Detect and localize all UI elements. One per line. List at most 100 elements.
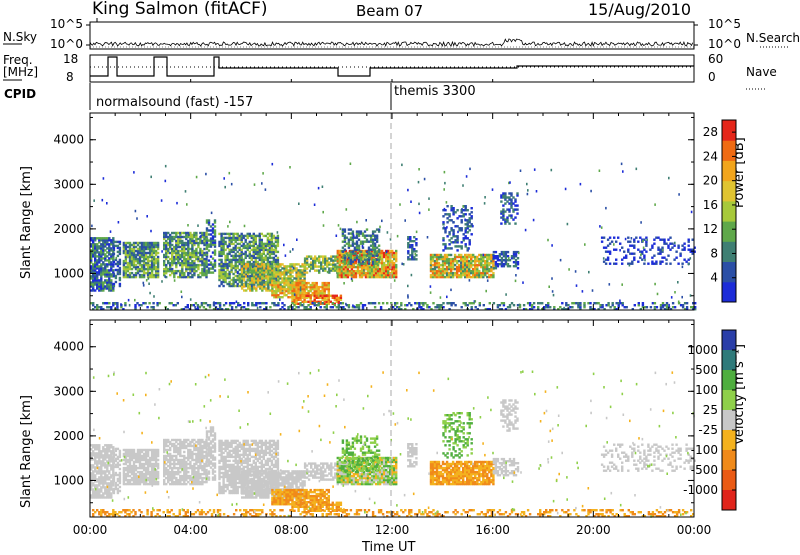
echo-cell xyxy=(345,303,347,306)
echo-cell xyxy=(682,266,684,269)
echo-cell xyxy=(553,294,555,297)
echo-cell xyxy=(92,283,94,286)
echo-cell xyxy=(173,304,175,306)
echo-cell xyxy=(458,274,460,276)
echo-cell xyxy=(125,258,127,260)
echo-cell xyxy=(410,304,412,306)
echo-cell xyxy=(663,239,665,241)
echo-cell xyxy=(553,306,555,308)
echo-cell xyxy=(541,302,543,304)
echo-cell xyxy=(213,301,215,304)
echo-cell xyxy=(633,257,635,259)
echo-cell xyxy=(374,302,376,304)
echo-cell xyxy=(396,302,398,304)
echo-cell xyxy=(563,307,565,310)
echo-cell xyxy=(458,227,460,229)
echo-cell xyxy=(127,274,129,276)
echo-cell xyxy=(643,247,645,250)
echo-cell xyxy=(222,285,224,287)
echo-cell xyxy=(352,230,354,232)
echo-cell xyxy=(456,209,458,211)
echo-cell xyxy=(575,270,577,273)
echo-cell xyxy=(508,257,510,260)
echo-cell xyxy=(444,208,446,211)
echo-cell xyxy=(551,169,553,172)
echo-cell xyxy=(340,228,342,231)
echo-cell xyxy=(287,306,289,308)
echo-cell xyxy=(461,208,463,211)
echo-cell xyxy=(148,302,150,304)
echo-cell xyxy=(516,192,518,194)
echo-cell xyxy=(409,236,411,238)
echo-cell xyxy=(444,171,446,174)
echo-cell xyxy=(645,237,647,239)
echo-cell xyxy=(507,263,509,266)
echo-cell xyxy=(150,176,152,179)
echo-cell xyxy=(214,269,216,271)
echo-cell xyxy=(344,249,346,251)
echo-cell xyxy=(119,261,121,263)
echo-cell xyxy=(152,302,154,304)
echo-cell xyxy=(607,302,609,304)
echo-cell xyxy=(129,304,131,307)
echo-cell xyxy=(354,257,356,259)
echo-cell xyxy=(607,257,609,259)
echo-cell xyxy=(289,166,291,169)
echo-cell xyxy=(442,302,444,304)
echo-cell xyxy=(261,182,263,185)
echo-cell xyxy=(647,263,649,265)
echo-cell xyxy=(654,283,656,286)
echo-cell xyxy=(510,214,512,216)
echo-cell xyxy=(293,267,295,270)
echo-cell xyxy=(187,224,189,227)
echo-cell xyxy=(181,291,183,294)
echo-cell xyxy=(187,258,189,260)
echo-cell xyxy=(613,237,615,239)
echo-cell xyxy=(443,226,445,229)
echo-cell xyxy=(141,264,143,266)
echo-cell xyxy=(595,302,597,304)
echo-cell xyxy=(677,245,679,247)
echo-cell xyxy=(504,198,506,200)
echo-cell xyxy=(621,247,623,249)
echo-cell xyxy=(413,250,415,252)
echo-cell xyxy=(615,249,617,251)
echo-cell xyxy=(621,283,623,286)
echo-cell xyxy=(655,261,657,263)
echo-cell xyxy=(511,206,513,209)
echo-cell xyxy=(128,299,130,302)
echo-cell xyxy=(571,306,573,308)
echo-cell xyxy=(395,264,397,266)
echo-cell xyxy=(161,280,163,283)
echo-cell xyxy=(378,302,380,304)
echo-cell xyxy=(643,255,645,257)
echo-cell xyxy=(583,302,585,304)
echo-cell xyxy=(625,255,627,257)
echo-cell xyxy=(601,304,603,306)
echo-cell xyxy=(495,251,497,253)
echo-cell xyxy=(208,249,210,251)
echo-cell xyxy=(654,302,656,304)
echo-cell xyxy=(353,270,355,272)
echo-cell xyxy=(430,291,432,294)
echo-cell xyxy=(609,283,611,286)
echo-cell xyxy=(461,219,463,221)
echo-cell xyxy=(148,277,150,280)
echo-cell xyxy=(424,178,426,181)
echo-cell xyxy=(584,243,586,246)
echo-cell xyxy=(414,302,416,304)
echo-cell xyxy=(263,263,265,265)
echo-cell xyxy=(422,302,424,305)
echo-cell xyxy=(662,249,664,252)
echo-cell xyxy=(650,306,652,308)
echo-cell xyxy=(403,263,405,266)
echo-cell xyxy=(629,241,631,243)
echo-cell xyxy=(91,225,93,228)
echo-cell xyxy=(263,302,265,304)
echo-cell xyxy=(380,306,382,308)
echo-cell xyxy=(201,268,203,270)
echo-cell xyxy=(134,299,136,302)
echo-cell xyxy=(127,479,129,481)
echo-cell xyxy=(472,225,474,228)
echo-cell xyxy=(119,283,121,285)
